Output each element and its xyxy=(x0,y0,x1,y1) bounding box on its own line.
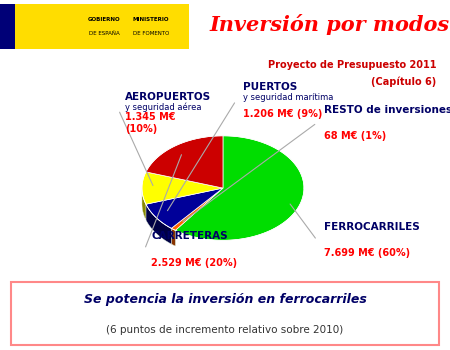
Text: y seguridad marítima: y seguridad marítima xyxy=(243,93,333,103)
Text: 68 M€ (1%): 68 M€ (1%) xyxy=(324,131,386,141)
Text: Se potencia la inversión en ferrocarriles: Se potencia la inversión en ferrocarrile… xyxy=(84,293,366,307)
PathPatch shape xyxy=(146,136,223,188)
FancyBboxPatch shape xyxy=(11,282,439,344)
Text: Inversión por modos: Inversión por modos xyxy=(210,14,450,35)
Text: DE ESPAÑA: DE ESPAÑA xyxy=(89,30,119,36)
Text: PUERTOS: PUERTOS xyxy=(243,83,297,92)
Text: 1.206 M€ (9%): 1.206 M€ (9%) xyxy=(243,108,322,119)
PathPatch shape xyxy=(146,188,223,228)
Text: y seguridad aérea: y seguridad aérea xyxy=(125,102,202,112)
Text: (Capítulo 6): (Capítulo 6) xyxy=(371,76,436,87)
PathPatch shape xyxy=(142,172,223,204)
Text: 7.699 M€ (60%): 7.699 M€ (60%) xyxy=(324,248,410,258)
Text: CARRETERAS: CARRETERAS xyxy=(151,231,228,242)
Bar xyxy=(0,4,15,49)
Text: MINISTERIO: MINISTERIO xyxy=(133,17,170,22)
PathPatch shape xyxy=(171,228,176,246)
Text: DE FOMENTO: DE FOMENTO xyxy=(133,30,169,36)
Text: FERROCARRILES: FERROCARRILES xyxy=(324,222,419,232)
Text: Proyecto de Presupuesto 2011: Proyecto de Presupuesto 2011 xyxy=(268,60,436,70)
Text: AEROPUERTOS: AEROPUERTOS xyxy=(125,92,211,102)
PathPatch shape xyxy=(142,188,146,220)
PathPatch shape xyxy=(142,188,176,246)
PathPatch shape xyxy=(176,136,304,240)
Text: GOBIERNO: GOBIERNO xyxy=(88,17,120,22)
Text: 1.345 M€
(10%): 1.345 M€ (10%) xyxy=(125,112,176,134)
PathPatch shape xyxy=(146,204,171,244)
PathPatch shape xyxy=(171,188,223,230)
Text: (6 puntos de incremento relativo sobre 2010): (6 puntos de incremento relativo sobre 2… xyxy=(106,325,344,335)
Text: RESTO de inversiones: RESTO de inversiones xyxy=(324,105,450,115)
Text: 2.529 M€ (20%): 2.529 M€ (20%) xyxy=(151,258,237,267)
